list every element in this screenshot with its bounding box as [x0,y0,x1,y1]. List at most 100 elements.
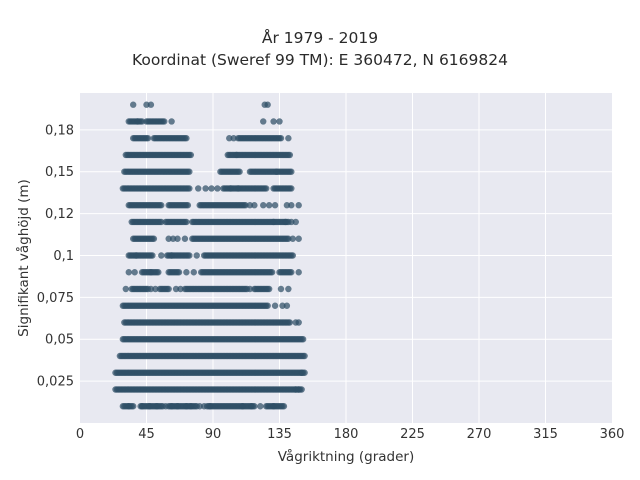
data-point [271,302,279,309]
chart-title-line1: År 1979 - 2019 [261,29,379,47]
y-tick-label: 0,18 [45,123,74,138]
data-point [147,285,155,293]
y-tick-label: 0,15 [45,165,74,180]
y-tick-label: 0,025 [37,375,74,390]
data-point [169,235,177,242]
data-point [295,269,302,276]
data-point [149,252,156,259]
data-point [236,168,243,175]
data-point [295,202,302,209]
data-point [301,352,308,360]
data-point [168,118,175,125]
data-point [288,269,295,276]
data-point [273,168,280,175]
data-point [147,101,155,108]
data-point [239,403,246,410]
data-point [271,202,279,209]
data-point [202,185,209,192]
x-tick-label: 0 [76,427,84,442]
data-point [125,269,132,276]
data-point [132,252,140,259]
x-tick-label: 135 [267,427,292,442]
data-point [288,185,295,192]
chart-title-line2: Koordinat (Sweref 99 TM): E 360472, N 61… [132,51,508,69]
data-point [292,218,299,226]
y-tick-label: 0,05 [45,333,74,348]
data-point [283,302,291,309]
y-tick-label: 0,075 [37,291,74,306]
data-point [130,403,137,410]
data-point [208,185,215,192]
data-point [168,252,175,259]
x-tick-label: 225 [400,427,425,442]
data-point [184,202,192,209]
data-point [122,285,130,293]
data-point [152,285,159,293]
x-tick-label: 45 [138,427,155,442]
data-point [286,319,294,326]
data-point [134,118,141,125]
data-point [190,269,197,276]
data-point [177,285,184,293]
data-point [248,403,255,410]
data-point [174,235,181,242]
data-point [289,252,296,259]
x-tick-label: 315 [533,427,558,442]
data-point [268,269,276,276]
data-point [299,336,307,343]
data-point [147,269,155,276]
x-tick-label: 90 [205,427,222,442]
data-point [226,135,233,142]
data-point [277,135,285,142]
data-point [206,403,214,410]
data-point [130,101,137,108]
data-point [158,202,165,209]
y-axis-label: Signifikant våghöjd (m) [15,179,32,337]
data-point [289,235,296,242]
data-point [264,302,271,309]
data-point [246,285,254,293]
data-point [242,202,249,209]
data-point [153,403,161,410]
data-point [183,135,190,142]
data-point [288,168,295,175]
data-point [265,285,273,293]
y-tick-label: 0,12 [45,207,74,222]
data-point [168,403,175,410]
data-point [276,118,283,125]
data-point [186,185,193,192]
x-axis-ticks: 0 45 90 135 180 225 270 315 360 [76,427,625,442]
data-point [298,369,305,376]
data-point [246,202,254,209]
data-point [186,168,193,175]
data-point [162,403,169,410]
data-point [196,403,203,410]
data-point [288,202,295,209]
data-point [230,135,237,142]
data-point [279,302,286,309]
data-point [158,252,165,259]
data-point [270,118,277,125]
data-point [282,218,289,226]
data-point [285,285,292,293]
data-point [161,118,168,125]
data-point [181,235,189,242]
data-point [146,403,153,410]
data-point [270,218,277,226]
data-point [280,403,288,410]
data-point [295,319,302,326]
x-tick-label: 180 [334,427,359,442]
data-point [187,151,195,159]
data-point [150,235,158,242]
data-point [195,185,202,192]
data-point [187,403,195,410]
data-point [163,252,171,259]
data-point [234,185,242,192]
data-point [165,235,172,242]
data-points [112,101,308,410]
data-point [251,202,258,209]
data-point [260,118,267,125]
data-point [265,202,273,209]
data-point [165,285,172,293]
